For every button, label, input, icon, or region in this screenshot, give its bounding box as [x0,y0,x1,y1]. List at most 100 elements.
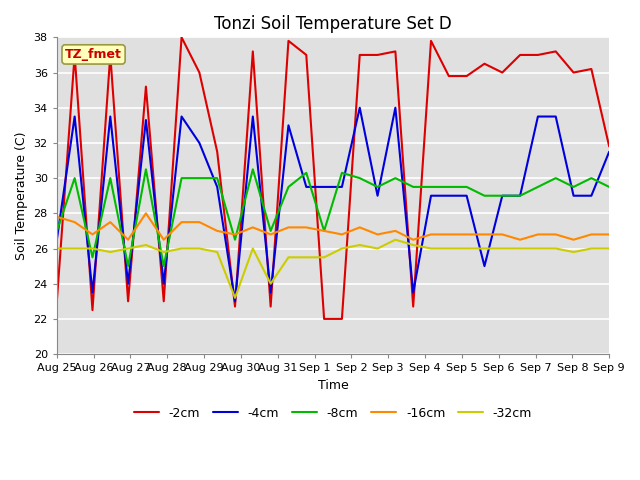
-16cm [142,210,150,216]
-4cm [249,114,257,120]
-32cm [142,242,150,248]
-4cm [124,281,132,287]
-16cm [410,237,417,242]
-16cm [588,231,595,237]
-4cm [552,114,559,120]
-8cm [410,184,417,190]
-2cm [124,299,132,304]
-2cm [106,52,114,58]
-8cm [231,237,239,242]
-16cm [356,225,364,230]
X-axis label: Time: Time [317,379,348,392]
-16cm [160,237,168,242]
-8cm [427,184,435,190]
-32cm [534,246,541,252]
-8cm [267,228,275,234]
-16cm [445,231,452,237]
-8cm [481,193,488,199]
-2cm [267,304,275,310]
-16cm [267,231,275,237]
-16cm [106,219,114,225]
-2cm [249,48,257,54]
-32cm [213,249,221,255]
-32cm [124,246,132,252]
-2cm [605,144,613,149]
-8cm [71,175,79,181]
-2cm [552,48,559,54]
-32cm [410,242,417,248]
-16cm [178,219,186,225]
-32cm [338,246,346,252]
-8cm [53,228,61,234]
Y-axis label: Soil Temperature (C): Soil Temperature (C) [15,132,28,260]
-4cm [178,114,186,120]
-32cm [178,246,186,252]
-2cm [516,52,524,58]
Line: -4cm: -4cm [57,108,609,301]
-4cm [410,289,417,295]
Title: Tonzi Soil Temperature Set D: Tonzi Soil Temperature Set D [214,15,452,33]
-32cm [231,295,239,300]
Line: -32cm: -32cm [57,240,609,298]
-8cm [160,263,168,269]
-32cm [481,246,488,252]
-16cm [338,231,346,237]
-4cm [427,193,435,199]
-16cm [481,231,488,237]
-32cm [53,246,61,252]
-16cm [320,228,328,234]
-32cm [552,246,559,252]
Text: TZ_fmet: TZ_fmet [65,48,122,61]
-2cm [534,52,541,58]
-32cm [392,237,399,242]
-32cm [106,249,114,255]
-32cm [588,246,595,252]
-4cm [605,149,613,155]
-32cm [356,242,364,248]
-8cm [106,175,114,181]
-8cm [534,184,541,190]
-2cm [71,52,79,58]
-16cm [374,231,381,237]
-8cm [142,167,150,172]
-32cm [249,246,257,252]
-4cm [53,237,61,242]
Line: -2cm: -2cm [57,37,609,319]
-8cm [605,184,613,190]
-4cm [392,105,399,110]
-16cm [605,231,613,237]
-4cm [374,193,381,199]
-2cm [463,73,470,79]
-32cm [374,246,381,252]
-4cm [267,289,275,295]
-16cm [53,214,61,220]
-16cm [570,237,577,242]
-4cm [356,105,364,110]
-8cm [196,175,204,181]
-32cm [196,246,204,252]
-8cm [88,254,96,260]
-8cm [392,175,399,181]
-16cm [392,228,399,234]
-8cm [124,263,132,269]
-2cm [160,299,168,304]
-4cm [338,184,346,190]
-4cm [570,193,577,199]
-2cm [320,316,328,322]
-2cm [374,52,381,58]
-16cm [463,231,470,237]
-2cm [392,48,399,54]
-8cm [463,184,470,190]
-16cm [124,237,132,242]
-16cm [499,231,506,237]
-32cm [267,281,275,287]
-2cm [338,316,346,322]
-4cm [231,299,239,304]
-4cm [213,184,221,190]
-4cm [303,184,310,190]
-2cm [231,304,239,310]
-4cm [499,193,506,199]
-32cm [71,246,79,252]
-32cm [427,246,435,252]
-8cm [213,175,221,181]
